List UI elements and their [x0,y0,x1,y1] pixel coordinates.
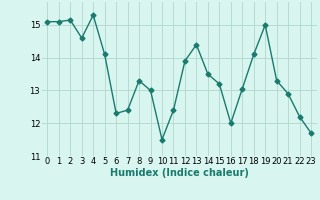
X-axis label: Humidex (Indice chaleur): Humidex (Indice chaleur) [110,168,249,178]
